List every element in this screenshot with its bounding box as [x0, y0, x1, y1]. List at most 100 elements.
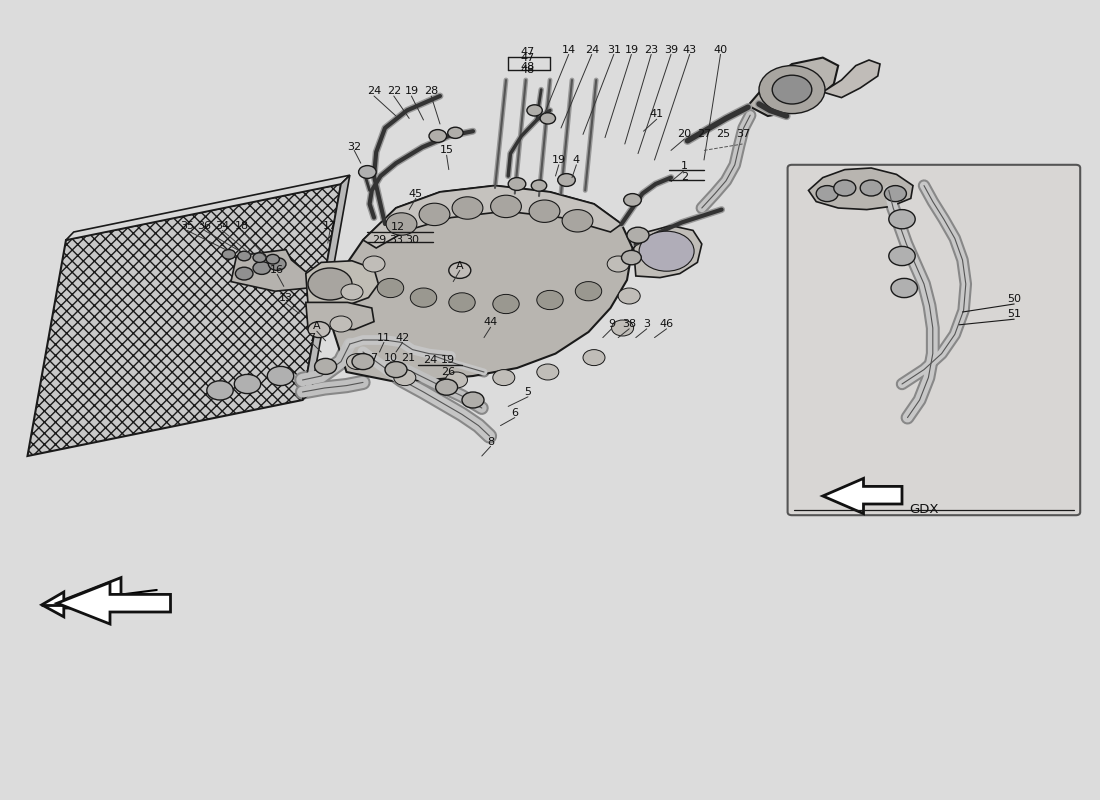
Text: 23: 23: [645, 45, 658, 54]
Circle shape: [352, 354, 374, 370]
Polygon shape: [302, 175, 350, 400]
Circle shape: [330, 316, 352, 332]
Text: 42: 42: [396, 333, 409, 342]
Text: 15: 15: [440, 146, 453, 155]
Text: 48: 48: [521, 65, 535, 74]
Polygon shape: [231, 250, 308, 291]
Text: 21: 21: [402, 353, 415, 362]
Text: 11: 11: [377, 333, 390, 342]
Text: 7: 7: [308, 333, 315, 342]
Text: 14: 14: [562, 45, 575, 54]
Circle shape: [315, 358, 337, 374]
Text: 19: 19: [405, 86, 418, 96]
Text: 37: 37: [737, 130, 750, 139]
Circle shape: [253, 262, 271, 274]
Text: 24: 24: [424, 355, 437, 365]
Polygon shape: [330, 186, 632, 381]
Circle shape: [493, 294, 519, 314]
Circle shape: [508, 178, 526, 190]
Text: 34: 34: [216, 221, 229, 230]
Text: 32: 32: [348, 142, 361, 152]
Text: 39: 39: [664, 45, 678, 54]
Circle shape: [267, 366, 294, 386]
Polygon shape: [363, 186, 622, 248]
Text: 36: 36: [198, 221, 211, 230]
Circle shape: [575, 282, 602, 301]
Circle shape: [452, 197, 483, 219]
Text: 4: 4: [573, 155, 580, 165]
Circle shape: [529, 200, 560, 222]
Polygon shape: [748, 58, 838, 116]
Text: GDX: GDX: [910, 503, 938, 516]
Text: A: A: [456, 261, 463, 270]
Circle shape: [639, 231, 694, 271]
Circle shape: [308, 322, 330, 338]
Text: 25: 25: [716, 130, 729, 139]
Text: 22: 22: [387, 86, 400, 96]
Text: 26: 26: [441, 367, 454, 377]
Circle shape: [527, 105, 542, 116]
Circle shape: [583, 350, 605, 366]
Circle shape: [235, 267, 253, 280]
Text: 27: 27: [697, 130, 711, 139]
Circle shape: [238, 251, 251, 261]
Circle shape: [491, 195, 521, 218]
Text: 17: 17: [323, 221, 337, 230]
Circle shape: [537, 364, 559, 380]
Polygon shape: [823, 60, 880, 98]
Circle shape: [359, 166, 376, 178]
Circle shape: [429, 130, 447, 142]
Circle shape: [618, 288, 640, 304]
Text: 20: 20: [678, 130, 691, 139]
Text: 45: 45: [409, 189, 422, 198]
Circle shape: [624, 194, 641, 206]
Text: 51: 51: [1008, 310, 1021, 319]
Text: 2: 2: [681, 172, 688, 182]
Circle shape: [308, 268, 352, 300]
Text: 50: 50: [1008, 294, 1021, 304]
Circle shape: [377, 278, 404, 298]
Polygon shape: [808, 168, 913, 210]
Circle shape: [816, 186, 838, 202]
Circle shape: [448, 127, 463, 138]
Circle shape: [449, 293, 475, 312]
Polygon shape: [42, 578, 121, 617]
Circle shape: [207, 381, 233, 400]
Circle shape: [889, 210, 915, 229]
Text: 19: 19: [552, 155, 565, 165]
Text: 8: 8: [487, 437, 494, 446]
Text: 6: 6: [512, 408, 518, 418]
Circle shape: [834, 180, 856, 196]
Circle shape: [558, 174, 575, 186]
Circle shape: [537, 290, 563, 310]
Text: 19: 19: [441, 355, 454, 365]
Polygon shape: [66, 175, 350, 240]
Polygon shape: [57, 582, 170, 624]
Circle shape: [493, 370, 515, 386]
Circle shape: [419, 203, 450, 226]
Circle shape: [449, 262, 471, 278]
Text: A: A: [314, 322, 320, 331]
Text: 13: 13: [279, 294, 293, 303]
Polygon shape: [634, 226, 702, 278]
Circle shape: [531, 180, 547, 191]
Text: 18: 18: [235, 221, 249, 230]
Text: 1: 1: [681, 161, 688, 170]
Circle shape: [860, 180, 882, 196]
Circle shape: [884, 186, 906, 202]
Circle shape: [268, 258, 286, 270]
Polygon shape: [306, 261, 378, 306]
Text: 30: 30: [406, 235, 419, 245]
Circle shape: [759, 66, 825, 114]
Text: 24: 24: [367, 86, 381, 96]
Text: 48: 48: [521, 62, 535, 72]
Polygon shape: [28, 184, 341, 456]
Circle shape: [612, 320, 634, 336]
Circle shape: [621, 250, 641, 265]
Text: 33: 33: [389, 235, 403, 245]
Text: 5: 5: [525, 387, 531, 397]
Text: 40: 40: [714, 45, 727, 54]
Text: 16: 16: [271, 265, 284, 274]
Polygon shape: [306, 302, 374, 330]
Circle shape: [772, 75, 812, 104]
